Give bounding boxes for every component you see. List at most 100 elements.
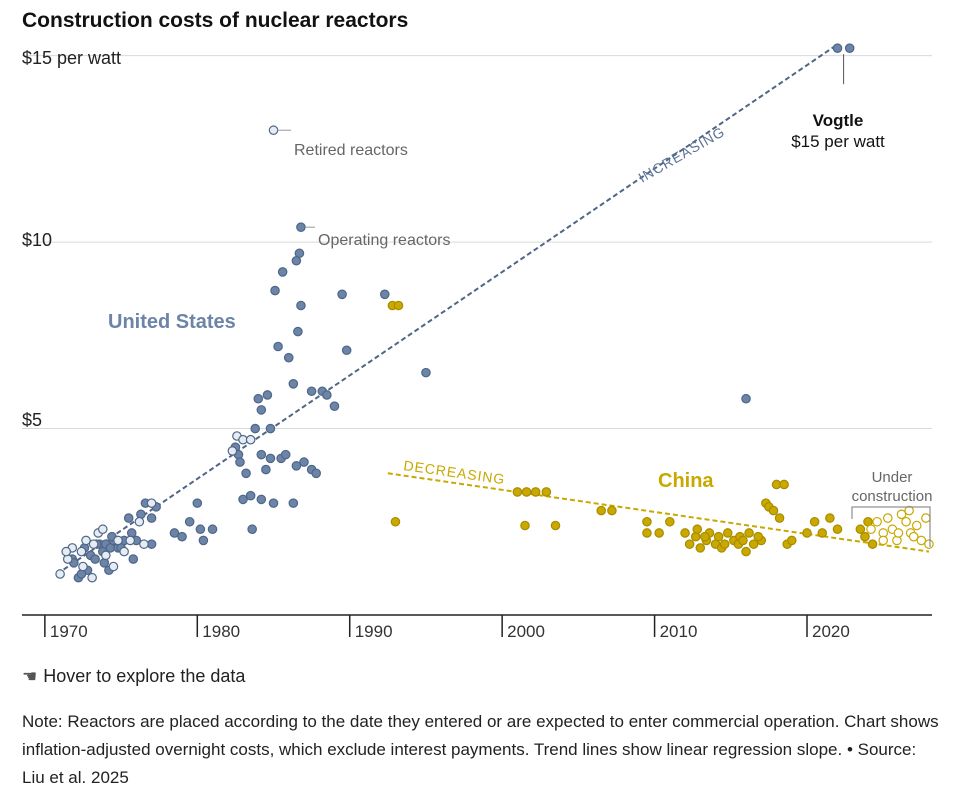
point-china-operating-44[interactable] (855, 524, 866, 535)
point-us-operating-52[interactable] (299, 457, 309, 467)
point-us-operating-62[interactable] (341, 345, 352, 356)
point-china-operating-8[interactable] (550, 520, 561, 531)
point-china-operating-45[interactable] (860, 531, 870, 542)
point-china-under-construction-6[interactable] (896, 509, 907, 520)
point-china-operating-13[interactable] (665, 516, 675, 527)
point-china-under-construction-12[interactable] (924, 539, 934, 549)
point-china-operating-11[interactable] (642, 516, 652, 527)
point-us-operating-59[interactable] (322, 390, 332, 400)
point-us-operating-39[interactable] (262, 390, 273, 400)
point-us-retired-14[interactable] (146, 498, 157, 508)
point-us-operating-60[interactable] (329, 401, 340, 411)
point-us-operating-5[interactable] (90, 554, 100, 564)
point-china-under-construction-16[interactable] (908, 531, 919, 542)
point-china-operating-50[interactable] (738, 535, 748, 546)
point-us-retired-21[interactable] (139, 539, 149, 549)
point-us-operating-41[interactable] (265, 423, 276, 434)
point-china-under-construction-11[interactable] (921, 513, 931, 523)
point-us-retired-19[interactable] (87, 572, 97, 583)
point-china-operating-49[interactable] (719, 539, 730, 549)
point-china-under-construction-14[interactable] (878, 535, 889, 546)
point-china-operating-47[interactable] (867, 539, 878, 549)
point-us-operating-32[interactable] (241, 468, 251, 479)
point-us-operating-27[interactable] (195, 524, 206, 535)
point-us-operating-23[interactable] (177, 531, 187, 542)
point-china-operating-53[interactable] (692, 524, 703, 535)
point-us-retired-8[interactable] (101, 550, 111, 561)
point-us-operating-68[interactable] (288, 498, 299, 508)
point-china-operating-35[interactable] (825, 513, 835, 523)
point-us-operating-19[interactable] (146, 513, 157, 523)
point-us-operating-34[interactable] (250, 423, 261, 434)
point-us-retired-9[interactable] (108, 561, 119, 572)
point-china-under-construction-3[interactable] (882, 513, 893, 523)
point-china-operating-43[interactable] (786, 535, 797, 546)
point-china-operating-51[interactable] (744, 528, 754, 538)
point-us-operating-40[interactable] (256, 405, 267, 415)
point-china-operating-12[interactable] (654, 528, 664, 538)
point-us-operating-69[interactable] (247, 524, 257, 535)
point-china-under-construction-9[interactable] (911, 520, 922, 531)
point-us-operating-51[interactable] (291, 461, 302, 471)
point-china-operating-9[interactable] (596, 505, 607, 516)
point-us-operating-15[interactable] (128, 554, 139, 564)
point-china-operating-30[interactable] (779, 479, 789, 490)
point-us-retired-5[interactable] (88, 539, 99, 549)
point-china-operating-52[interactable] (774, 513, 785, 523)
point-china-under-construction-0[interactable] (866, 524, 876, 535)
point-us-operating-42[interactable] (273, 341, 283, 352)
point-us-operating-50[interactable] (291, 255, 302, 266)
point-us-operating-26[interactable] (198, 535, 209, 546)
point-us-retired-17[interactable] (245, 434, 256, 445)
point-china-operating-39[interactable] (713, 531, 724, 542)
point-us-retired-20[interactable] (61, 546, 72, 557)
point-china-operating-4[interactable] (521, 487, 532, 497)
point-us-retired-10[interactable] (113, 535, 123, 546)
point-us-operating-57[interactable] (311, 468, 321, 479)
point-us-retired-23[interactable] (268, 125, 279, 136)
point-china-under-construction-10[interactable] (916, 535, 927, 546)
point-china-operating-10[interactable] (607, 505, 617, 516)
point-china-operating-16[interactable] (695, 543, 706, 553)
point-us-operating-44[interactable] (280, 449, 291, 460)
point-us-retired-0[interactable] (55, 569, 65, 579)
point-us-retired-11[interactable] (119, 546, 129, 557)
point-china-operating-41[interactable] (753, 531, 764, 542)
point-us-operating-35[interactable] (256, 449, 267, 460)
point-china-operating-24[interactable] (741, 546, 751, 557)
point-china-operating-2[interactable] (390, 516, 401, 527)
point-china-operating-36[interactable] (832, 524, 843, 535)
point-china-operating-6[interactable] (541, 487, 552, 497)
point-china-operating-3[interactable] (512, 487, 523, 497)
point-us-operating-38[interactable] (253, 393, 264, 404)
point-china-operating-37[interactable] (642, 528, 652, 538)
point-us-operating-55[interactable] (306, 386, 317, 397)
point-us-retired-3[interactable] (76, 546, 87, 557)
point-us-operating-33[interactable] (245, 490, 256, 501)
point-us-operating-37[interactable] (265, 453, 276, 464)
point-us-operating-61[interactable] (337, 289, 347, 300)
point-china-operating-5[interactable] (530, 487, 541, 497)
point-us-operating-31[interactable] (235, 457, 245, 467)
point-us-operating-45[interactable] (270, 285, 280, 296)
point-us-retired-7[interactable] (97, 524, 108, 535)
point-china-operating-34[interactable] (817, 528, 828, 538)
point-china-operating-25[interactable] (748, 539, 759, 549)
point-china-under-construction-13[interactable] (893, 528, 904, 538)
point-us-operating-65[interactable] (238, 494, 248, 505)
point-us-retired-4[interactable] (81, 535, 91, 546)
point-us-retired-13[interactable] (134, 516, 145, 527)
point-us-operating-67[interactable] (268, 498, 279, 508)
point-china-operating-33[interactable] (809, 516, 820, 527)
point-china-operating-42[interactable] (768, 505, 779, 516)
data-points[interactable] (55, 43, 934, 583)
point-china-operating-21[interactable] (722, 528, 733, 538)
point-china-under-construction-15[interactable] (904, 505, 914, 516)
point-us-operating-24[interactable] (184, 516, 195, 527)
point-china-operating-1[interactable] (393, 300, 404, 311)
point-china-operating-14[interactable] (680, 528, 690, 538)
point-us-retired-12[interactable] (125, 535, 136, 546)
point-us-operating-71[interactable] (832, 43, 843, 53)
point-us-retired-18[interactable] (78, 561, 88, 572)
point-china-operating-32[interactable] (802, 528, 812, 538)
